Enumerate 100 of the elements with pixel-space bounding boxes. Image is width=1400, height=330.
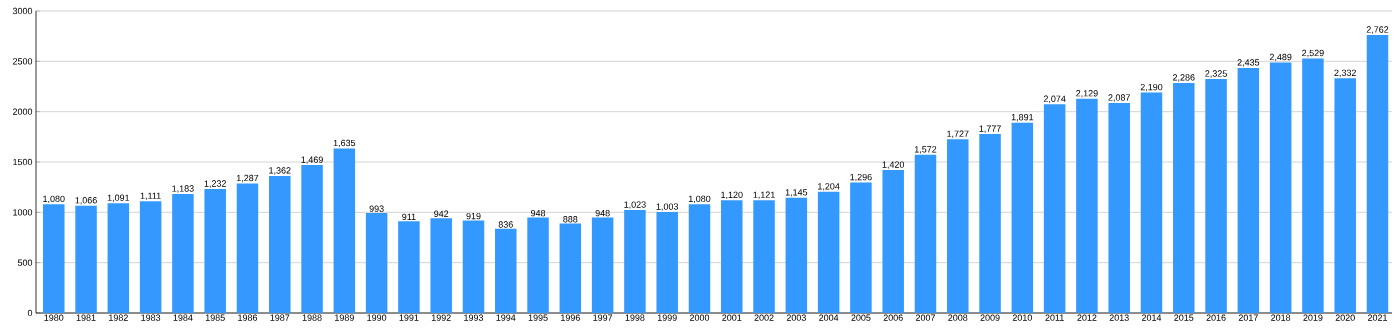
- x-tick-label: 1984: [173, 314, 193, 321]
- bar: [462, 220, 485, 313]
- x-tick-label: 2010: [1012, 314, 1032, 321]
- data-label: 1,111: [140, 192, 161, 200]
- data-label: 1,469: [301, 156, 323, 164]
- bar: [172, 193, 194, 313]
- bar: [1269, 62, 1292, 313]
- x-tick-label: 2006: [883, 314, 903, 321]
- bar: [1237, 67, 1260, 313]
- x-tick-label: 1988: [302, 314, 322, 321]
- bar: [1205, 78, 1227, 313]
- data-label: 1,121: [753, 191, 775, 199]
- data-label: 1,080: [43, 195, 65, 204]
- data-label: 948: [595, 210, 610, 217]
- bar: [721, 200, 743, 313]
- bar: [139, 201, 162, 313]
- x-tick-label: 2019: [1303, 314, 1323, 321]
- x-tick-label: 2002: [754, 314, 774, 321]
- data-label: 1,066: [75, 197, 97, 205]
- x-tick-label: 2018: [1271, 314, 1291, 321]
- x-tick-label: 1985: [205, 314, 225, 321]
- y-tick-label: 2000: [13, 108, 33, 115]
- x-tick-label: 2014: [1141, 314, 1162, 321]
- y-tick-label: 2500: [13, 58, 33, 65]
- x-tick-label: 2009: [980, 314, 1000, 321]
- bar: [624, 210, 646, 313]
- data-label: 919: [466, 212, 481, 220]
- bar: [1076, 98, 1098, 313]
- x-tick-label: 2011: [1045, 314, 1064, 321]
- x-tick-label: 1991: [399, 314, 419, 321]
- data-label: 2,190: [1140, 83, 1163, 92]
- x-tick-label: 2007: [915, 314, 935, 321]
- data-label: 1,003: [656, 203, 679, 211]
- x-tick-label: 1994: [496, 314, 516, 321]
- x-tick-label: 2005: [851, 314, 871, 321]
- x-tick-label: 1995: [528, 314, 548, 321]
- data-label: 993: [369, 205, 384, 212]
- x-tick-label: 1999: [657, 314, 677, 321]
- data-label: 1,891: [1011, 114, 1034, 122]
- data-label: 1,091: [107, 194, 130, 202]
- x-tick-label: 1980: [44, 314, 64, 321]
- data-label: 2,529: [1302, 49, 1324, 58]
- bar: [107, 203, 130, 313]
- bar: [75, 205, 97, 313]
- data-label: 1,120: [721, 191, 743, 200]
- y-tick-label: 3000: [12, 7, 33, 15]
- x-tick-label: 2004: [819, 314, 839, 321]
- bar: [850, 182, 872, 313]
- x-tick-label: 1990: [367, 314, 387, 321]
- bar: [817, 191, 840, 313]
- data-label: 2,332: [1334, 69, 1356, 78]
- x-tick-label: 1987: [270, 314, 290, 321]
- x-tick-label: 2013: [1109, 314, 1129, 321]
- bar: [365, 213, 388, 313]
- data-label: 942: [434, 210, 449, 217]
- bar: [591, 217, 614, 313]
- x-tick-label: 2021: [1367, 314, 1388, 321]
- bar: [1173, 82, 1195, 313]
- data-label: 2,286: [1173, 74, 1195, 82]
- bar: [236, 183, 259, 313]
- x-tick-label: 2001: [722, 314, 742, 321]
- x-tick-label: 2016: [1206, 314, 1226, 321]
- bar: [1334, 78, 1356, 313]
- data-label: 888: [563, 216, 578, 223]
- bar: [914, 154, 937, 313]
- data-label: 2,489: [1269, 53, 1292, 62]
- bar: [882, 170, 904, 313]
- data-label: 1,232: [204, 180, 226, 188]
- x-tick-label: 1989: [335, 314, 354, 321]
- bar: [430, 218, 452, 313]
- bar: [1011, 122, 1034, 313]
- x-tick-label: 2008: [948, 314, 968, 321]
- y-tick-label: 500: [17, 259, 33, 266]
- data-label: 2,325: [1205, 70, 1227, 78]
- data-label: 911: [402, 213, 416, 221]
- bar: [656, 212, 678, 313]
- x-tick-label: 2017: [1238, 314, 1258, 321]
- data-label: 836: [498, 221, 513, 228]
- data-label: 2,762: [1366, 26, 1389, 34]
- x-tick-label: 1997: [593, 314, 613, 321]
- bar: [1302, 58, 1324, 313]
- x-tick-label: 2003: [786, 314, 806, 321]
- x-tick-label: 2015: [1174, 314, 1194, 321]
- bar: [43, 204, 65, 313]
- data-label: 1,635: [333, 139, 356, 148]
- x-tick-label: 2020: [1335, 314, 1355, 321]
- data-label: 1,204: [818, 183, 840, 191]
- bar: [495, 228, 517, 313]
- bar: [333, 148, 356, 313]
- x-tick-label: 2000: [689, 314, 710, 321]
- bar: [1043, 104, 1066, 313]
- bar: [301, 165, 323, 313]
- x-tick-label: 1986: [238, 314, 258, 321]
- bar: [204, 188, 226, 313]
- data-label: 2,435: [1237, 59, 1260, 67]
- bar: [688, 204, 711, 313]
- data-label: 1,777: [979, 125, 1001, 133]
- bar: [269, 175, 291, 313]
- bar: [753, 200, 775, 313]
- x-tick-label: 1998: [625, 314, 645, 321]
